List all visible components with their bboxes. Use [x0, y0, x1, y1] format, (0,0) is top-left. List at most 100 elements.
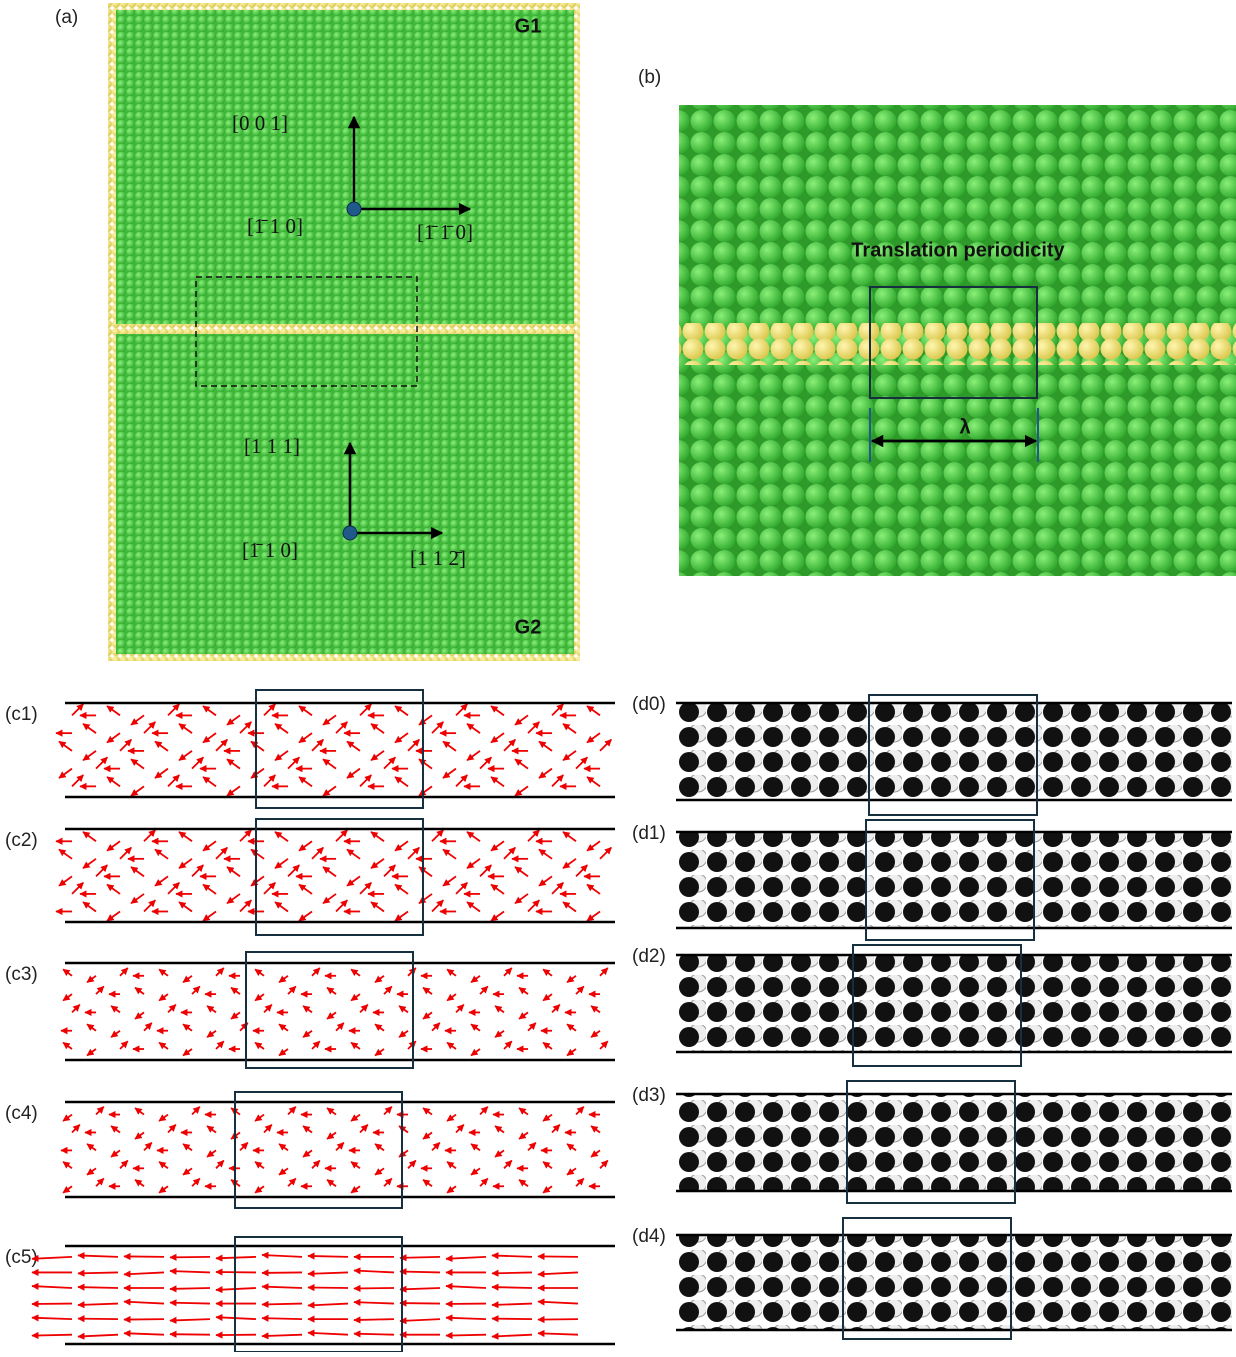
axis-origin	[343, 526, 357, 540]
displacement-arrow	[539, 849, 552, 858]
displacement-arrow	[203, 777, 216, 786]
displacement-arrow	[395, 777, 408, 786]
displacement-arrow	[144, 722, 155, 733]
displacement-arrow	[552, 775, 563, 786]
displacement-arrow	[467, 724, 480, 733]
displacement-arrow	[155, 849, 168, 858]
panel-a: (a) G1 G2 [0 0 1] [1̄ 1 0] [1̄ 1̄ 0] [1 …	[55, 3, 580, 661]
displacement-arrow	[375, 1049, 384, 1055]
displacement-arrow	[395, 885, 408, 894]
displacement-arrow	[395, 706, 408, 715]
displacement-arrow	[515, 894, 528, 903]
displacement-arrow	[399, 1006, 408, 1012]
displacement-arrow	[240, 1143, 248, 1151]
displacement-arrow	[351, 1186, 360, 1192]
displacement-arrow	[288, 757, 299, 768]
displacement-arrow	[447, 969, 456, 975]
displacement-arrow	[179, 832, 192, 841]
panels-c: (c1)(c2)(c3)(c4)(c5)	[5, 690, 615, 1352]
grain-label: G2	[515, 616, 542, 638]
displacement-arrow	[203, 911, 216, 920]
displacement-arrow	[543, 1162, 552, 1168]
direction-label: [1 1 2̄]	[410, 546, 466, 570]
displacement-arrow	[447, 994, 456, 1000]
displacement-arrow	[288, 1178, 296, 1186]
displacement-arrow	[207, 1031, 216, 1037]
direction-label: [1̄ 1 0]	[247, 214, 303, 238]
displacement-arrow	[179, 724, 192, 733]
displacement-arrow	[255, 1162, 264, 1168]
displacement-arrow	[159, 969, 168, 975]
displacement-arrow	[255, 1186, 264, 1192]
displacement-arrow	[504, 968, 512, 976]
displacement-arrow	[480, 865, 491, 876]
displacement-arrow	[400, 1257, 440, 1258]
displacement-arrow	[576, 757, 587, 768]
displacement-arrow	[303, 1126, 312, 1132]
displacement-arrow	[63, 1186, 72, 1192]
displacement-arrow	[327, 988, 336, 994]
displacement-arrow	[323, 759, 336, 768]
displacement-arrow	[32, 1318, 72, 1319]
displacement-arrow	[587, 733, 600, 742]
displacement-arrow	[216, 1288, 256, 1290]
displacement-arrow	[303, 1006, 312, 1012]
displacement-arrow	[299, 733, 312, 742]
displacement-arrow	[446, 1335, 486, 1336]
displacement-arrow	[279, 1144, 288, 1150]
displacement-arrow	[587, 911, 600, 920]
displacement-arrow	[120, 1161, 128, 1169]
displacement-arrow	[83, 859, 96, 868]
displacement-arrow	[72, 1005, 80, 1013]
displacement-arrow	[170, 1271, 210, 1272]
displacement-arrow	[207, 1126, 216, 1132]
boundary-atoms	[679, 323, 1236, 365]
displacement-arrow	[192, 1178, 200, 1186]
displacement-arrow	[72, 883, 83, 894]
displacement-arrow	[227, 759, 240, 768]
displacement-arrow	[519, 1012, 528, 1018]
displacement-arrow	[408, 740, 419, 751]
panel-label: (d3)	[632, 1085, 666, 1106]
displacement-arrow	[528, 1023, 536, 1031]
axis-origin	[347, 202, 361, 216]
displacement-arrow	[456, 775, 467, 786]
displacement-arrow	[587, 885, 600, 894]
caption: Translation periodicity	[851, 239, 1065, 261]
displacement-arrow	[446, 1286, 486, 1288]
displacement-arrow	[567, 976, 576, 982]
displacement-arrow	[539, 769, 552, 778]
atom-layer	[678, 1094, 1232, 1191]
displacement-arrow	[543, 1115, 552, 1121]
displacement-arrow	[32, 1335, 72, 1336]
displacement-arrow	[576, 1178, 584, 1186]
displacement-arrow	[375, 1144, 384, 1150]
displacement-arrow	[600, 740, 611, 751]
displacement-arrow	[600, 1041, 608, 1049]
displacement-arrow	[275, 724, 288, 733]
displacement-arrow	[563, 832, 576, 841]
displacement-arrow	[251, 741, 264, 750]
displacement-arrow	[308, 1272, 348, 1273]
displacement-arrow	[279, 1168, 288, 1174]
panel-label: (c5)	[5, 1247, 38, 1268]
displacement-arrow	[96, 1107, 104, 1115]
displacement-arrow	[375, 976, 384, 982]
panel-label: (a)	[55, 7, 78, 28]
displacement-arrow	[423, 1132, 432, 1138]
displacement-arrow	[515, 759, 528, 768]
displacement-arrow	[543, 969, 552, 975]
displacement-arrow	[135, 1012, 144, 1018]
displacement-arrow	[375, 1024, 384, 1030]
displacement-arrow	[543, 1043, 552, 1049]
period-symbol: λ	[959, 416, 970, 438]
displacement-arrow	[600, 968, 608, 976]
displacement-arrow	[216, 740, 227, 751]
direction-label: [1̄ 1̄ 0]	[417, 220, 473, 244]
displacement-arrow	[111, 1126, 120, 1132]
displacement-arrow	[87, 976, 96, 982]
displacement-arrow	[264, 704, 275, 715]
displacement-arrow	[227, 867, 240, 876]
displacement-arrow	[576, 865, 587, 876]
displacement-arrow	[400, 1271, 440, 1272]
